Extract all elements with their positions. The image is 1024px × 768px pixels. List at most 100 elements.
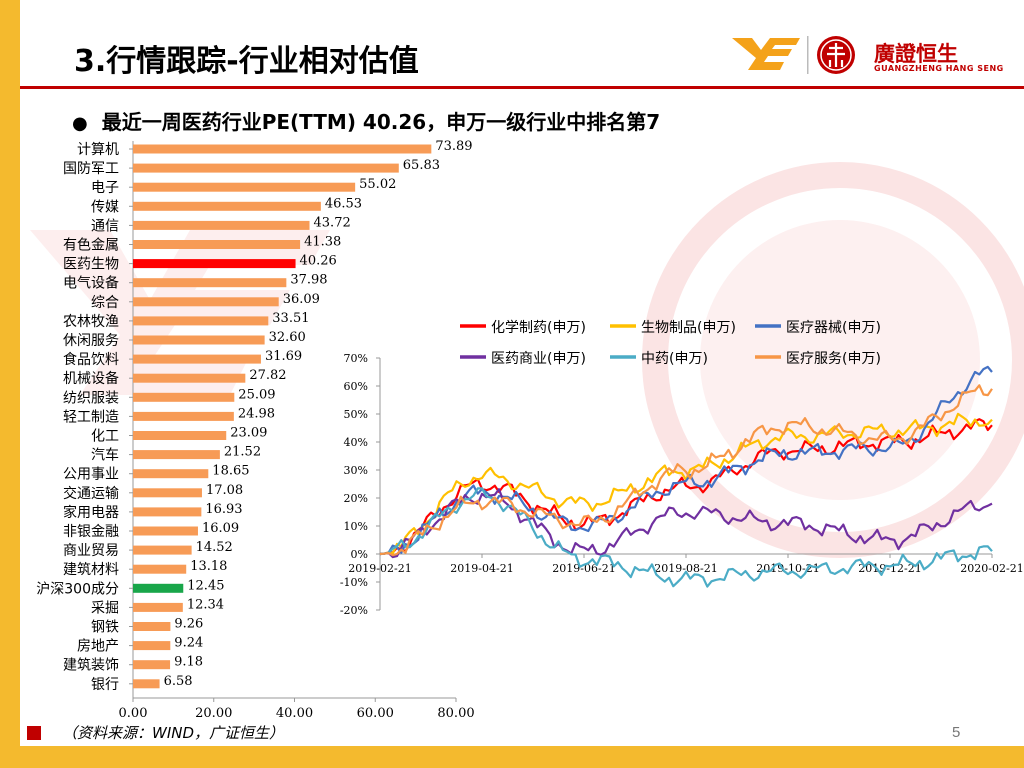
bar	[133, 240, 301, 249]
bar-category-label: 机械设备	[63, 370, 119, 387]
bar-category-label: 沪深300成分	[36, 581, 119, 597]
bullet-icon: ●	[72, 113, 88, 134]
subtitle: ● 最近一周医药行业PE(TTM) 40.26，申万一级行业中排名第7	[72, 106, 660, 135]
watermark-mark	[30, 230, 330, 395]
bar-value-label: 32.60	[269, 330, 306, 345]
bar-category-label: 房地产	[77, 639, 119, 655]
bar	[133, 182, 356, 192]
bar-category-label: 电子	[91, 180, 119, 196]
bar-value-label: 31.69	[265, 349, 302, 364]
series-line	[379, 487, 993, 588]
bar	[133, 278, 287, 288]
bar	[133, 488, 202, 498]
line-y-tick-label: 60%	[344, 380, 368, 393]
logo-name: 廣證恒生	[874, 42, 958, 66]
line-x-tick-label: 2019-02-21	[348, 562, 411, 575]
bar	[133, 507, 202, 517]
bar	[133, 679, 160, 689]
bar-value-label: 16.93	[205, 502, 242, 517]
bar-value-label: 37.98	[290, 273, 327, 288]
bar-category-label: 休闲服务	[63, 333, 119, 349]
bar-value-label: 33.51	[272, 311, 309, 326]
bar	[133, 373, 246, 383]
footer-red-square	[27, 726, 41, 740]
legend-label: 化学制药(申万)	[491, 320, 586, 336]
line-x-tick-label: 2020-02-21	[960, 562, 1023, 575]
bar-value-label: 43.72	[314, 215, 351, 230]
bar-category-label: 采掘	[91, 600, 119, 616]
logo-subtitle: GUANGZHENG HANG SENG	[874, 64, 1004, 73]
bar-value-label: 12.34	[187, 597, 224, 612]
legend-label: 医疗器械(申万)	[786, 320, 881, 336]
bar-category-label: 医药生物	[63, 257, 119, 273]
bar-category-label: 计算机	[77, 142, 119, 158]
subtitle-text: 最近一周医药行业PE(TTM) 40.26，申万一级行业中排名第7	[101, 110, 661, 134]
bar	[133, 583, 184, 593]
bar-x-tick-label: 0.00	[119, 706, 148, 721]
bar	[133, 526, 198, 536]
bar-category-label: 有色金属	[63, 237, 119, 254]
bar-value-label: 24.98	[238, 406, 275, 421]
bar-value-label: 73.89	[435, 139, 472, 154]
bar-value-label: 16.09	[202, 521, 239, 536]
bar-value-label: 14.52	[196, 540, 233, 555]
bar-value-label: 55.02	[359, 177, 396, 192]
bar-value-label: 41.38	[304, 235, 341, 250]
line-y-tick-label: 0%	[351, 548, 368, 561]
page-number: 5	[952, 724, 961, 741]
bar-category-label: 轻工制造	[63, 409, 119, 425]
bar	[133, 392, 235, 402]
bar-category-label: 银行	[91, 677, 119, 693]
bar-category-label: 公用事业	[63, 467, 119, 483]
bar	[133, 641, 171, 651]
series-line	[379, 488, 993, 559]
bar-category-label: 通信	[91, 218, 119, 234]
bar-category-label: 交通运输	[63, 485, 119, 502]
bar	[133, 316, 269, 326]
company-logo	[732, 36, 855, 74]
line-y-tick-label: 10%	[344, 520, 368, 533]
bar-value-label: 21.52	[224, 445, 261, 460]
bar	[133, 144, 432, 154]
bar-value-label: 46.53	[325, 196, 362, 211]
line-x-tick-label: 2019-10-21	[756, 562, 819, 575]
line-y-tick-label: 30%	[344, 464, 368, 477]
bar-category-label: 电气设备	[63, 275, 119, 292]
bar	[133, 431, 227, 440]
bar	[133, 622, 171, 631]
left-accent-bar	[0, 0, 20, 768]
bar-category-label: 非银金融	[63, 524, 119, 540]
bar	[133, 411, 234, 421]
bar	[133, 564, 187, 574]
logo-divider	[807, 36, 809, 74]
header-rule	[20, 86, 1024, 89]
bar-value-label: 36.09	[283, 292, 320, 307]
bar-category-label: 传媒	[91, 199, 119, 215]
line-y-tick-label: -10%	[340, 576, 368, 589]
line-y-tick-label: 20%	[344, 492, 368, 505]
bar-value-label: 25.09	[238, 387, 275, 402]
bar	[133, 220, 310, 230]
line-y-tick-label: -20%	[340, 604, 368, 617]
bar	[133, 469, 209, 479]
line-y-tick-label: 40%	[344, 436, 368, 449]
bar-value-label: 12.45	[187, 578, 224, 593]
bar-value-label: 27.82	[249, 368, 286, 383]
page-title: 3.行情跟踪-行业相对估值	[74, 44, 419, 79]
bar-value-label: 9.26	[174, 617, 203, 632]
source-note: （资料来源：WIND，广证恒生）	[62, 724, 285, 742]
bar-value-label: 9.18	[174, 655, 203, 670]
bar-category-label: 综合	[91, 295, 119, 311]
legend-label: 医疗服务(申万)	[786, 351, 881, 367]
bar-category-label: 商业贸易	[63, 543, 119, 559]
series-line	[379, 384, 993, 557]
bar-category-label: 建筑装饰	[63, 658, 119, 674]
bar-x-tick-label: 60.00	[357, 706, 394, 721]
line-y-tick-label: 50%	[344, 408, 368, 421]
bar-value-label: 23.09	[230, 426, 267, 441]
bar-x-tick-label: 40.00	[276, 706, 313, 721]
line-x-tick-label: 2019-08-21	[654, 562, 717, 575]
bar	[133, 602, 183, 612]
bar-category-label: 国防军工	[63, 161, 119, 177]
